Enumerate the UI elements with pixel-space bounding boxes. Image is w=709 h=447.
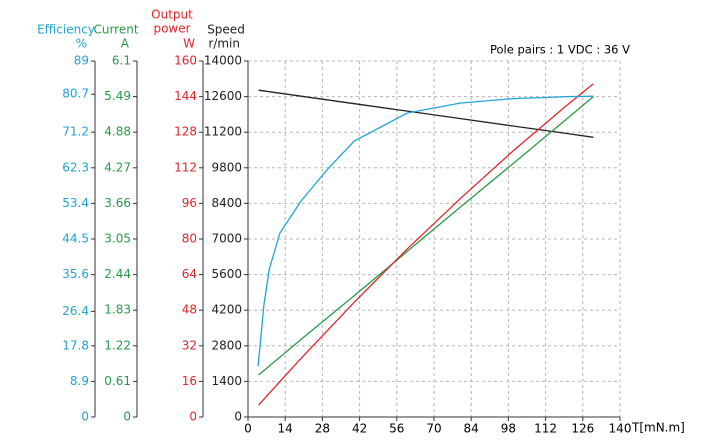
y-tick-label: 89: [74, 54, 89, 68]
x-tick-label: 42: [352, 422, 367, 436]
y-tick-label: 1.22: [104, 338, 131, 352]
y-tick-label: 53.4: [62, 196, 89, 210]
y-tick-label: 3.05: [104, 232, 131, 246]
y-tick-label: 9800: [211, 160, 242, 174]
y-axis-title: Speed: [207, 23, 245, 37]
y-tick-label: 8400: [211, 196, 242, 210]
y-tick-label: 62.3: [62, 160, 89, 174]
y-tick-label: 0: [189, 410, 197, 424]
y-tick-label: 48: [182, 303, 197, 317]
y-tick-label: 12600: [204, 89, 242, 103]
y-tick-label: 0: [123, 410, 131, 424]
y-tick-label: 0: [81, 410, 89, 424]
y-tick-label: 14000: [204, 54, 242, 68]
y-tick-label: 160: [174, 54, 197, 68]
y-tick-label: 16: [182, 374, 197, 388]
series-line: [258, 96, 594, 376]
y-tick-label: 5600: [211, 267, 242, 281]
y-tick-label: 35.6: [62, 267, 89, 281]
y-tick-label: 6.1: [112, 54, 131, 68]
y-tick-label: 4200: [211, 303, 242, 317]
x-tick-label: 28: [315, 422, 330, 436]
y-tick-label: 0.61: [104, 374, 131, 388]
y-tick-label: 128: [174, 125, 197, 139]
y-tick-label: 8.9: [70, 374, 89, 388]
y-tick-label: 5.49: [104, 89, 131, 103]
x-axis-label: T[mN.m]: [631, 421, 685, 435]
y-tick-label: 32: [182, 338, 197, 352]
x-tick-label: 14: [278, 422, 293, 436]
y-tick-label: 0: [234, 410, 242, 424]
series-line: [257, 95, 594, 367]
annotation: Pole pairs : 1 VDC : 36 V: [490, 43, 630, 57]
y-axis-unit: %: [76, 37, 87, 51]
y-axis-unit: r/min: [208, 37, 240, 51]
series-line: [258, 83, 594, 406]
x-tick-label: 140: [609, 422, 632, 436]
y-tick-label: 64: [182, 267, 197, 281]
y-tick-label: 71.2: [62, 125, 89, 139]
y-tick-label: 2800: [211, 338, 242, 352]
y-tick-label: 80: [182, 232, 197, 246]
x-tick-label: 0: [244, 422, 252, 436]
y-tick-label: 3.66: [104, 196, 131, 210]
y-tick-label: 11200: [204, 125, 242, 139]
y-tick-label: 26.4: [62, 304, 89, 318]
series-line: [258, 89, 594, 138]
y-tick-label: 144: [174, 89, 197, 103]
y-tick-label: 1400: [211, 374, 242, 388]
y-axis-title: Current: [93, 23, 138, 37]
y-axis-unit: W: [183, 37, 195, 51]
y-tick-label: 1.83: [104, 303, 131, 317]
y-tick-label: 96: [182, 196, 197, 210]
y-tick-label: 44.5: [62, 232, 89, 246]
y-tick-label: 80.7: [62, 87, 89, 101]
y-axis-unit: A: [121, 37, 130, 51]
y-tick-label: 112: [174, 160, 197, 174]
x-tick-label: 56: [389, 422, 404, 436]
y-tick-label: 4.88: [104, 125, 131, 139]
y-tick-label: 2.44: [104, 267, 131, 281]
y-tick-label: 7000: [211, 232, 242, 246]
x-tick-label: 112: [534, 422, 557, 436]
y-axis-title: Efficiency: [37, 23, 95, 37]
x-tick-label: 70: [426, 422, 441, 436]
y-tick-label: 4.27: [104, 160, 131, 174]
y-tick-label: 17.8: [62, 338, 89, 352]
y-axis-title: power: [153, 22, 190, 36]
x-tick-label: 84: [464, 422, 479, 436]
y-axis-title: Output: [151, 8, 193, 22]
x-tick-label: 126: [571, 422, 594, 436]
x-tick-label: 98: [501, 422, 516, 436]
